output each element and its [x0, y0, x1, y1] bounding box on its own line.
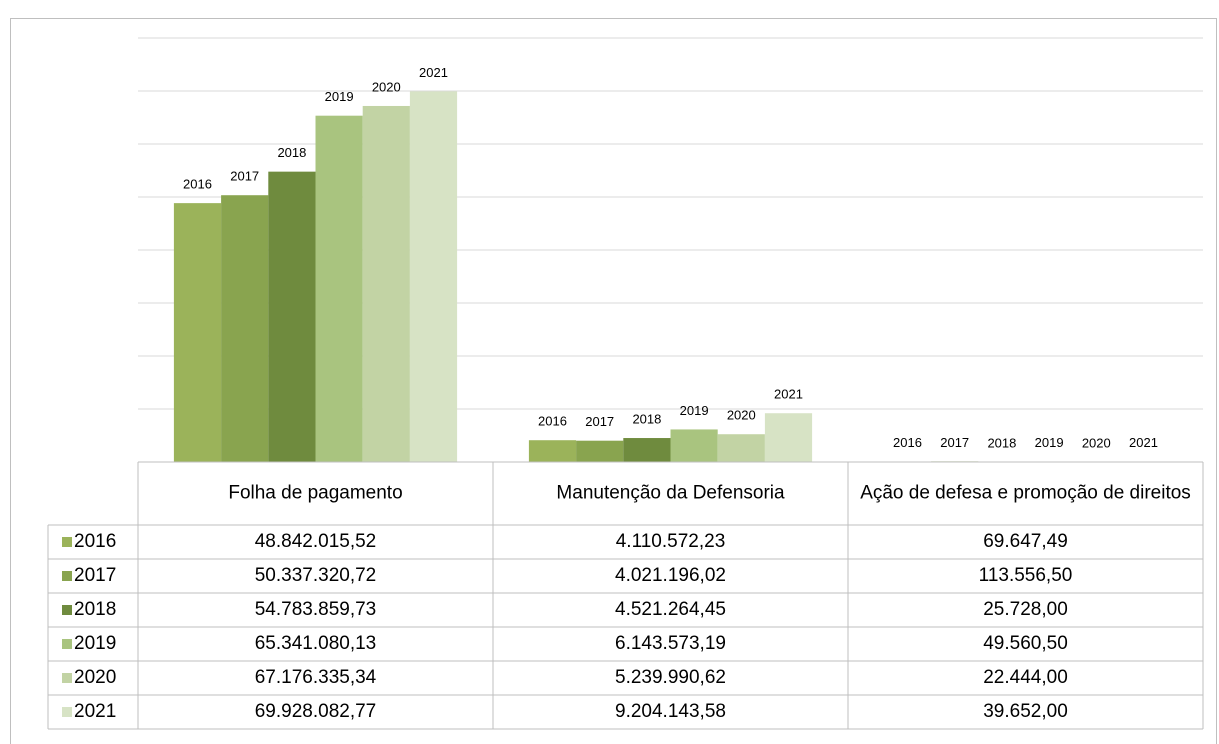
- data-label: 2016: [183, 177, 212, 192]
- legend-key: [62, 571, 72, 581]
- bar: [173, 203, 222, 462]
- data-label: 2017: [230, 169, 259, 184]
- table-value: 50.337.320,72: [255, 565, 377, 586]
- table-value: 54.783.859,73: [255, 599, 377, 620]
- legend-label: 2017: [74, 565, 116, 586]
- data-label: 2016: [538, 414, 567, 429]
- table-value: 113.556,50: [979, 565, 1073, 586]
- legend-label: 2016: [74, 531, 116, 552]
- bar: [576, 440, 624, 462]
- bar: [315, 115, 363, 463]
- table-value: 22.444,00: [983, 667, 1068, 688]
- bar: [362, 105, 410, 462]
- legend-label: 2020: [74, 667, 116, 688]
- data-label: 2018: [632, 411, 661, 426]
- data-label: 2019: [325, 89, 354, 104]
- table-value: 25.728,00: [983, 599, 1068, 620]
- bar: [717, 434, 765, 462]
- bar: [528, 440, 577, 462]
- table-value: 4.021.196,02: [615, 565, 726, 586]
- x-tick-label: Folha de pagamento: [228, 483, 402, 504]
- data-label: 2021: [419, 65, 448, 80]
- table-value: 4.521.264,45: [615, 599, 726, 620]
- x-tick-label: Ação de defesa e promoção de direitos: [860, 483, 1191, 504]
- legend-key: [62, 707, 72, 717]
- data-label: 2019: [1035, 435, 1064, 450]
- table-value: 4.110.572,23: [616, 531, 726, 552]
- legend-key: [62, 605, 72, 615]
- table-value: 6.143.573,19: [615, 633, 726, 654]
- table-value: 9.204.143,58: [615, 701, 726, 722]
- bar: [221, 195, 269, 462]
- legend-key: [62, 673, 72, 683]
- data-label: 2020: [372, 79, 401, 94]
- data-label: 2016: [893, 435, 922, 450]
- data-label: 2021: [774, 387, 803, 402]
- data-label: 2018: [277, 145, 306, 160]
- bar: [670, 429, 718, 462]
- legend-label: 2019: [74, 633, 116, 654]
- bar: [623, 438, 671, 462]
- table-value: 49.560,50: [983, 633, 1068, 654]
- bar: [764, 413, 813, 462]
- table-value: 69.928.082,77: [255, 701, 377, 722]
- table-value: 67.176.335,34: [255, 667, 377, 688]
- table-value: 5.239.990,62: [615, 667, 726, 688]
- data-label: 2020: [1082, 435, 1111, 450]
- data-label: 2020: [727, 408, 756, 423]
- legend-label: 2021: [74, 701, 116, 722]
- data-label: 2017: [940, 435, 969, 450]
- bar: [268, 171, 316, 462]
- data-label: 2021: [1129, 435, 1158, 450]
- bar: [409, 91, 458, 462]
- x-tick-label: Manutenção da Defensoria: [556, 483, 785, 504]
- data-label: 2019: [680, 403, 709, 418]
- table-value: 65.341.080,13: [255, 633, 377, 654]
- legend-label: 2018: [74, 599, 116, 620]
- chart-border: [10, 18, 1217, 744]
- data-label: 2017: [585, 414, 614, 429]
- data-label: 2018: [987, 435, 1016, 450]
- table-value: 48.842.015,52: [255, 531, 377, 552]
- legend-key: [62, 537, 72, 547]
- table-value: 69.647,49: [983, 531, 1068, 552]
- legend-key: [62, 639, 72, 649]
- table-value: 39.652,00: [983, 701, 1068, 722]
